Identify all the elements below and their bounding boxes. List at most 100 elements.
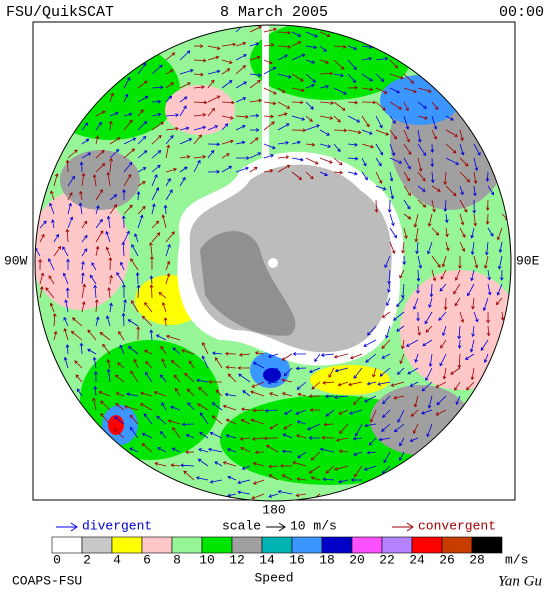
wind-arrow — [179, 105, 187, 117]
wind-arrow — [347, 115, 361, 123]
wind-arrow — [263, 143, 276, 150]
wind-arrow — [399, 269, 405, 279]
wind-arrow — [445, 185, 457, 197]
wind-arrow — [207, 125, 219, 131]
wind-arrow — [114, 416, 125, 425]
wind-arrow — [381, 339, 391, 349]
colorbar-tick-label: 12 — [229, 552, 245, 567]
wind-arrow — [354, 465, 363, 478]
wind-arrow — [430, 143, 435, 153]
colorbar-cell — [81, 536, 113, 554]
wind-arrow — [49, 302, 55, 313]
wind-arrow — [122, 189, 126, 201]
wind-arrow — [143, 413, 153, 425]
wind-arrow — [472, 199, 477, 214]
wind-arrow — [277, 112, 288, 117]
wind-arrow — [443, 171, 448, 186]
wind-arrow — [45, 287, 55, 299]
wind-arrow — [179, 154, 191, 159]
wind-arrow — [95, 149, 105, 159]
wind-arrow — [296, 381, 307, 390]
wind-arrow — [180, 463, 195, 468]
wind-arrow — [375, 129, 390, 136]
wind-arrow — [145, 361, 153, 369]
wind-arrow — [89, 274, 97, 285]
wind-arrow — [393, 311, 405, 321]
wind-arrow — [482, 297, 489, 312]
wind-arrow — [311, 381, 321, 390]
wind-arrow — [122, 283, 126, 299]
wind-arrow — [473, 311, 479, 323]
wind-arrow — [486, 311, 490, 324]
wind-arrow — [63, 316, 69, 327]
wind-arrow — [333, 143, 341, 153]
wind-arrow — [38, 258, 43, 271]
wind-arrow — [53, 330, 58, 341]
wind-arrow — [443, 199, 448, 212]
wind-arrow — [499, 269, 504, 281]
wind-arrow — [79, 342, 84, 355]
wind-arrow — [279, 463, 293, 468]
wind-arrow — [328, 367, 335, 378]
wind-arrow — [401, 283, 405, 299]
wind-arrow — [382, 395, 391, 405]
wind-arrow — [95, 245, 100, 257]
wind-arrow — [179, 138, 193, 145]
wind-arrow — [498, 241, 503, 253]
wind-arrow — [389, 157, 403, 164]
wind-arrow — [227, 448, 237, 453]
wind-arrow — [108, 120, 113, 131]
wind-arrow — [291, 171, 302, 180]
convergent-arrow-head — [406, 522, 414, 532]
wind-arrow — [361, 157, 367, 167]
wind-arrow — [291, 31, 302, 37]
wind-arrow — [39, 272, 45, 285]
wind-arrow — [470, 227, 475, 239]
wind-arrow — [403, 115, 410, 130]
wind-arrow — [417, 129, 422, 143]
wind-arrow — [129, 447, 139, 453]
colorbar: 0 2 4 6 8 10 12 14 16 18 20 22 24 26 28 m/s — [51, 536, 528, 567]
wind-arrow — [487, 283, 492, 296]
wind-arrow — [390, 381, 405, 387]
wind-arrow — [193, 58, 207, 63]
colorbar-tick-label: 16 — [289, 552, 305, 567]
wind-arrow — [445, 157, 460, 165]
wind-arrow — [305, 73, 317, 83]
wind-arrow — [403, 157, 411, 170]
header-left: FSU/QuikSCAT — [6, 4, 114, 21]
wind-arrow — [195, 476, 209, 481]
legend-convergent: convergent — [418, 518, 496, 533]
wind-arrow — [114, 374, 125, 383]
colorbar-unit: m/s — [505, 552, 528, 567]
wind-arrow — [305, 157, 319, 165]
wind-arrow — [389, 73, 404, 80]
wind-arrow — [401, 241, 405, 254]
wind-arrow — [333, 73, 345, 78]
wind-arrow — [375, 143, 384, 156]
wind-arrow — [62, 246, 69, 257]
wind-arrow — [292, 352, 307, 356]
wind-arrow — [281, 474, 293, 481]
wind-arrow — [277, 73, 292, 79]
wind-arrow — [352, 436, 363, 441]
wind-arrow — [319, 84, 330, 89]
wind-arrow — [225, 418, 237, 425]
wind-arrow — [319, 71, 334, 76]
wind-arrow — [417, 157, 423, 172]
wind-arrow — [227, 373, 237, 383]
wind-arrow — [484, 241, 489, 256]
wind-arrow — [393, 423, 405, 433]
colorbar-cell — [291, 536, 323, 554]
wind-arrow — [137, 150, 148, 159]
colorbar-cell — [231, 536, 263, 554]
wind-arrow — [198, 448, 209, 453]
wind-arrow — [333, 157, 343, 166]
wind-arrow — [95, 316, 100, 327]
wind-arrow — [459, 213, 465, 226]
wind-arrow — [361, 56, 373, 61]
wind-arrow — [277, 45, 292, 49]
wind-arrow — [76, 388, 83, 397]
wind-arrow — [149, 329, 154, 341]
